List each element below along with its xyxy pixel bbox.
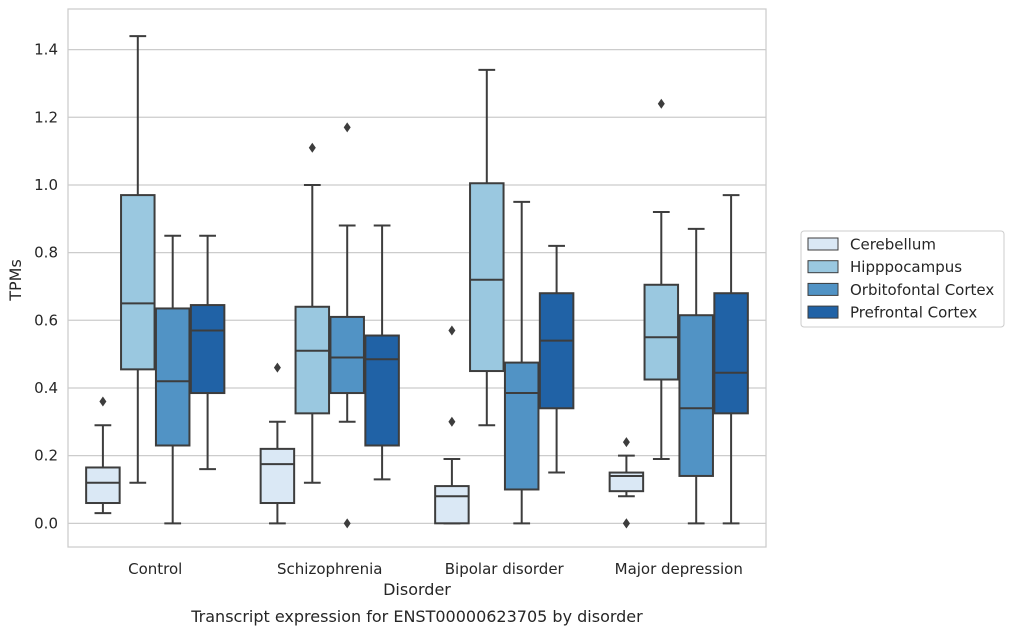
box-iqr <box>120 194 156 371</box>
legend-label: Orbitofontal Cortex <box>850 281 994 299</box>
box-1-0 <box>120 35 156 484</box>
box-iqr <box>434 485 470 525</box>
outlier-point <box>448 325 456 336</box>
box-iqr <box>469 182 505 373</box>
chart-caption: Transcript expression for ENST0000062370… <box>190 607 643 626</box>
box-iqr <box>643 283 680 381</box>
y-tick-label: 0.8 <box>34 244 58 262</box>
box-iqr <box>189 304 226 395</box>
x-axis-ticks: Control Schizophrenia Bipolar disorder Majo… <box>128 560 743 578</box>
outlier-point <box>343 122 351 133</box>
y-tick-label: 1.4 <box>34 41 58 59</box>
y-tick-label: 1.0 <box>34 176 58 194</box>
outlier-point <box>448 416 456 427</box>
box-iqr <box>294 305 331 415</box>
box-iqr <box>85 466 121 505</box>
y-axis-label: TPMs <box>6 259 25 302</box>
boxes <box>85 35 749 529</box>
y-tick-label: 1.2 <box>34 108 58 126</box>
y-tick-label: 0.4 <box>34 379 58 397</box>
legend-swatch <box>807 237 839 251</box>
outlier-point <box>308 142 316 153</box>
outlier-point <box>273 362 281 373</box>
outlier-point <box>657 98 665 109</box>
box-1-3 <box>643 98 680 461</box>
legend-frame <box>800 230 1005 328</box>
x-axis-label: Disorder <box>383 580 451 599</box>
outlier-point <box>99 396 107 407</box>
y-tick-label: 0.6 <box>34 311 58 329</box>
box-2-1 <box>329 122 365 529</box>
box-1-1 <box>294 142 331 484</box>
box-3-3 <box>713 194 749 525</box>
outlier-point <box>343 518 351 529</box>
box-0-0 <box>85 396 121 515</box>
x-tick-label: Major depression <box>615 560 743 578</box>
legend-label: Hipppocampus <box>850 258 962 276</box>
box-0-1 <box>259 362 296 525</box>
box-iqr <box>713 292 749 415</box>
box-iqr <box>538 292 575 410</box>
box-1-2 <box>469 68 505 427</box>
box-2-0 <box>154 234 191 525</box>
x-tick-label: Control <box>128 560 182 578</box>
legend: Cerebellum Hipppocampus Orbitofontal Corte… <box>800 230 1005 328</box>
box-iqr <box>503 361 540 491</box>
box-2-2 <box>503 200 540 525</box>
box-3-1 <box>364 224 400 481</box>
legend-swatch <box>807 260 839 274</box>
box-iqr <box>608 471 645 493</box>
outlier-point <box>622 518 630 529</box>
box-iqr <box>364 334 400 447</box>
box-iqr <box>678 314 714 477</box>
box-2-3 <box>678 227 714 525</box>
legend-swatch <box>807 282 839 296</box>
x-tick-label: Bipolar disorder <box>445 560 565 578</box>
y-tick-label: 0.0 <box>34 514 58 532</box>
x-tick-label: Schizophrenia <box>277 560 382 578</box>
y-axis-ticks: 0.0 0.2 0.4 0.6 0.8 1.0 1.2 1.4 <box>34 41 58 533</box>
box-iqr <box>154 307 191 447</box>
box-iqr <box>259 447 296 505</box>
outlier-point <box>622 437 630 448</box>
plot-area-frame <box>67 8 767 548</box>
legend-label: Cerebellum <box>850 236 936 254</box>
box-3-2 <box>538 244 575 474</box>
legend-label: Prefrontal Cortex <box>850 304 977 322</box>
box-0-3 <box>608 437 645 529</box>
box-iqr <box>329 315 365 395</box>
box-0-2 <box>434 325 470 525</box>
box-3-0 <box>189 234 226 471</box>
y-tick-label: 0.2 <box>34 447 58 465</box>
legend-swatch <box>807 305 839 319</box>
